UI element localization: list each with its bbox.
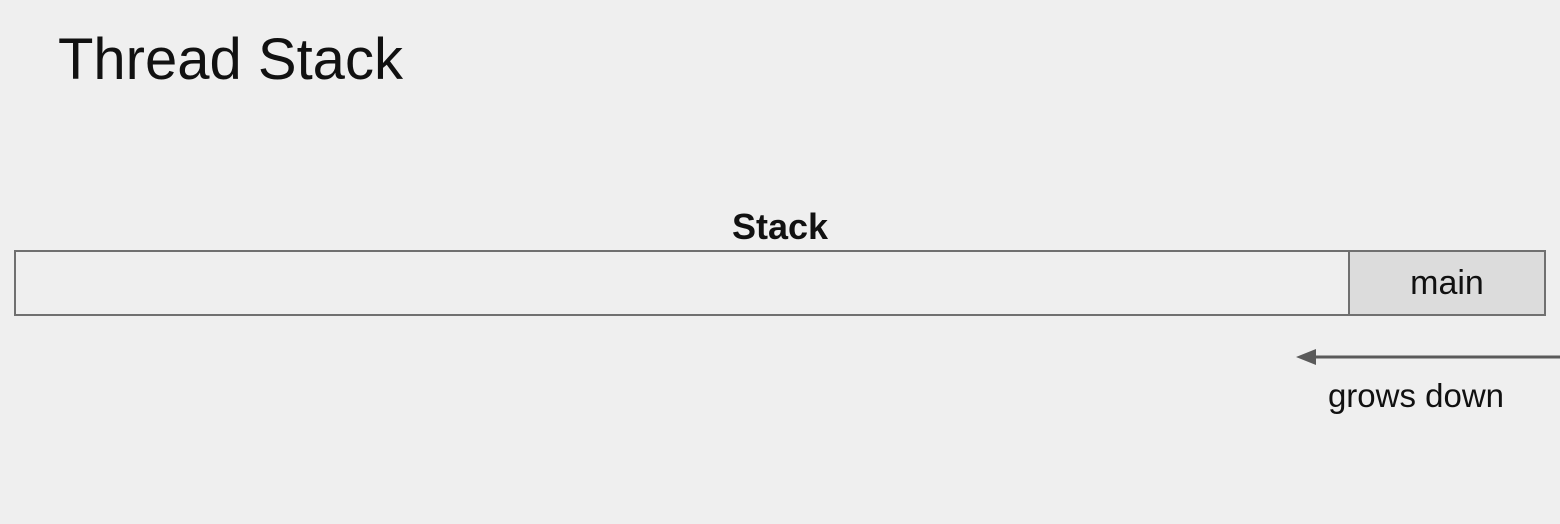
grows-down-arrow-icon xyxy=(1296,349,1560,365)
stack-bar: main xyxy=(14,250,1546,316)
stack-frame-main: main xyxy=(1348,252,1544,314)
slide-title: Thread Stack xyxy=(58,27,403,92)
arrow-head xyxy=(1296,349,1316,365)
stack-frame-label: main xyxy=(1410,264,1484,302)
stack-label: Stack xyxy=(731,206,829,247)
grows-down-label: grows down xyxy=(1327,377,1505,414)
stack-free-space xyxy=(16,252,1348,314)
